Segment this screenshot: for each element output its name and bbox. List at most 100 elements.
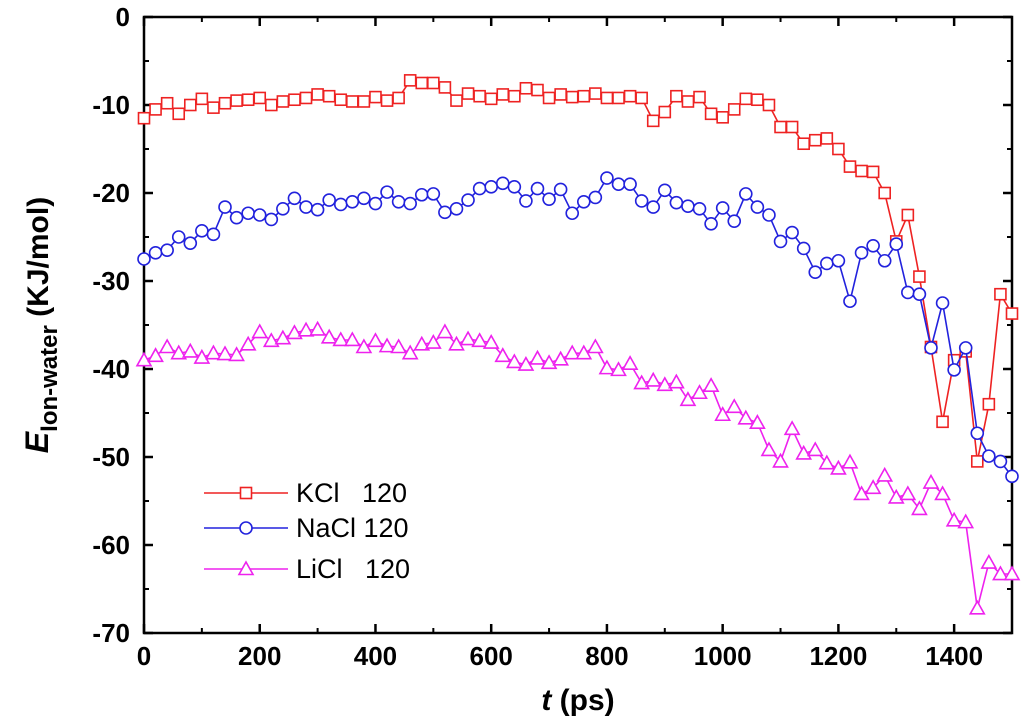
y-tick-label: -20 bbox=[92, 178, 130, 208]
data-point bbox=[785, 225, 799, 240]
data-point bbox=[310, 202, 325, 217]
data-point bbox=[797, 137, 810, 151]
data-point bbox=[552, 350, 570, 366]
legend: KCl 120 NaCl 120 LiCl 120 bbox=[204, 478, 410, 584]
legend-marker bbox=[239, 521, 253, 535]
data-point bbox=[646, 114, 660, 128]
data-point bbox=[783, 420, 801, 436]
data-point bbox=[473, 89, 486, 103]
data-point bbox=[644, 371, 662, 387]
data-point bbox=[669, 195, 684, 210]
data-point bbox=[774, 120, 787, 134]
data-point bbox=[403, 74, 417, 87]
data-point bbox=[575, 344, 593, 360]
legend-label: NaCl 120 bbox=[296, 513, 409, 543]
x-tick-label: 1400 bbox=[925, 641, 983, 671]
data-point bbox=[322, 193, 336, 207]
data-point bbox=[346, 95, 359, 108]
data-point bbox=[508, 89, 521, 103]
data-point bbox=[228, 346, 245, 362]
series-square bbox=[137, 74, 1019, 468]
data-point bbox=[970, 455, 984, 468]
x-tick-label: 1000 bbox=[694, 641, 752, 671]
data-point bbox=[727, 214, 742, 228]
data-point bbox=[436, 323, 454, 339]
data-point bbox=[495, 176, 510, 191]
y-tick-label: -70 bbox=[92, 618, 130, 648]
data-point bbox=[762, 98, 776, 112]
data-point bbox=[912, 287, 927, 302]
data-point bbox=[542, 91, 556, 105]
data-point bbox=[183, 236, 198, 250]
series-layer bbox=[135, 74, 1021, 615]
data-point bbox=[945, 511, 963, 527]
data-point bbox=[610, 361, 627, 377]
data-point bbox=[866, 239, 880, 253]
data-point bbox=[494, 347, 512, 363]
data-point bbox=[424, 333, 442, 349]
data-point bbox=[367, 332, 384, 348]
data-point bbox=[262, 332, 280, 348]
data-point bbox=[878, 186, 891, 200]
legend-item: NaCl 120 bbox=[204, 513, 409, 543]
data-point bbox=[553, 182, 568, 197]
data-point bbox=[600, 91, 614, 105]
data-point bbox=[378, 337, 396, 353]
data-point bbox=[333, 197, 348, 212]
data-point bbox=[901, 208, 915, 222]
data-point bbox=[982, 449, 996, 463]
data-point bbox=[876, 466, 894, 482]
data-point bbox=[448, 335, 465, 351]
data-point bbox=[529, 349, 546, 365]
data-point bbox=[922, 473, 940, 489]
data-point bbox=[484, 92, 498, 106]
data-point bbox=[598, 359, 616, 375]
data-point bbox=[854, 246, 869, 260]
data-point bbox=[831, 253, 846, 268]
data-point bbox=[414, 187, 429, 202]
data-point bbox=[415, 76, 429, 90]
data-point bbox=[634, 194, 649, 208]
data-point bbox=[183, 98, 197, 112]
data-point bbox=[309, 320, 326, 336]
data-point bbox=[576, 195, 591, 209]
data-point bbox=[586, 338, 604, 354]
data-point bbox=[252, 208, 267, 222]
data-point bbox=[519, 194, 533, 208]
data-point bbox=[472, 181, 487, 196]
data-point bbox=[343, 331, 361, 347]
data-point bbox=[149, 103, 162, 116]
data-point bbox=[843, 160, 857, 173]
data-point bbox=[507, 180, 522, 194]
data-point bbox=[216, 345, 234, 361]
data-point bbox=[704, 217, 718, 231]
data-point bbox=[866, 165, 880, 179]
data-point bbox=[820, 132, 834, 145]
series-triangle bbox=[135, 320, 1021, 615]
data-point bbox=[588, 190, 603, 205]
data-point bbox=[158, 338, 176, 354]
data-point bbox=[808, 133, 822, 147]
data-point bbox=[693, 90, 706, 104]
data-point bbox=[563, 344, 581, 360]
data-point bbox=[818, 454, 836, 470]
data-point bbox=[206, 227, 221, 242]
data-point bbox=[427, 76, 440, 90]
data-point bbox=[450, 94, 463, 107]
data-point bbox=[160, 96, 174, 110]
data-point bbox=[668, 373, 685, 389]
data-point bbox=[1003, 565, 1021, 581]
data-point bbox=[889, 237, 904, 251]
series-circle bbox=[137, 171, 1019, 484]
data-point bbox=[390, 338, 407, 354]
x-tick-label: 800 bbox=[585, 641, 628, 671]
data-point bbox=[968, 599, 986, 615]
data-point bbox=[772, 452, 789, 468]
data-point bbox=[461, 87, 475, 100]
legend-marker bbox=[239, 486, 253, 500]
data-point bbox=[901, 285, 915, 300]
data-point bbox=[841, 453, 859, 469]
data-point bbox=[934, 485, 951, 501]
y-axis-title: EIon-water (KJ/mol) bbox=[19, 197, 63, 453]
data-point bbox=[657, 183, 672, 198]
